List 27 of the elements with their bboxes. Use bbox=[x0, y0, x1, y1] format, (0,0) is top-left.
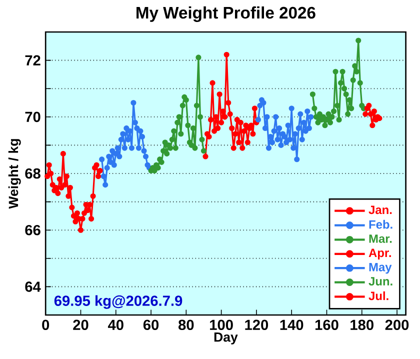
x-tick-label: 140 bbox=[280, 320, 304, 330]
legend-label: Jan. bbox=[368, 206, 392, 214]
x-tick-label: 0 bbox=[42, 320, 50, 330]
y-tick-label: 66 bbox=[25, 224, 40, 236]
x-tick-label: 120 bbox=[245, 320, 268, 330]
x-tick-label: 180 bbox=[350, 320, 374, 330]
legend-label: Apr. bbox=[368, 248, 391, 260]
legend-label: Feb. bbox=[369, 220, 392, 229]
x-tick-label: 200 bbox=[385, 320, 409, 330]
x-tick-label: 20 bbox=[73, 320, 88, 330]
legend-label: Jun. bbox=[368, 277, 392, 286]
y-tick-label: 68 bbox=[25, 168, 40, 179]
legend-label: Mar. bbox=[369, 234, 392, 243]
x-tick-label: 100 bbox=[210, 320, 233, 330]
x-tick-label: 40 bbox=[108, 320, 124, 330]
x-tick-label: 60 bbox=[143, 320, 159, 330]
x-tick-label: 80 bbox=[178, 320, 194, 330]
y-axis-title: Weight / kg bbox=[8, 139, 21, 209]
y-tick-label: 70 bbox=[25, 112, 40, 122]
legend-label: Jul. bbox=[368, 291, 388, 300]
chart-title: My Weight Profile 2026 bbox=[136, 6, 316, 22]
x-axis-title: Day bbox=[214, 332, 238, 344]
x-tick-label: 160 bbox=[315, 320, 338, 330]
y-tick-label: 72 bbox=[25, 55, 40, 66]
legend-label: May bbox=[369, 262, 392, 274]
annotation: 69.95 kg@2026.7.9 bbox=[54, 295, 182, 309]
y-tick-label: 64 bbox=[25, 282, 41, 292]
